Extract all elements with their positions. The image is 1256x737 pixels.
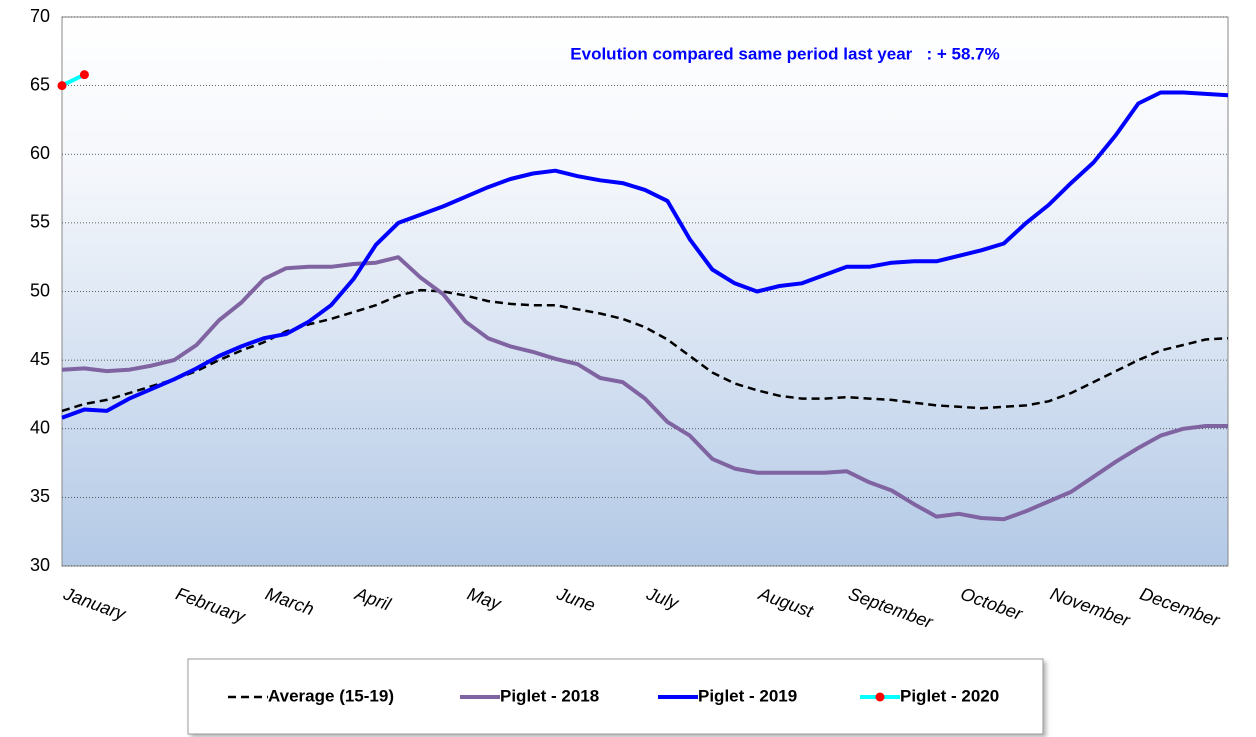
y-tick-label: 35 xyxy=(30,486,50,506)
x-tick-label: February xyxy=(173,583,248,627)
annotation: Evolution compared same period last year… xyxy=(570,44,999,63)
y-tick-label: 70 xyxy=(30,6,50,26)
legend-label: Piglet - 2020 xyxy=(900,686,999,705)
series-line xyxy=(61,90,1229,420)
series-marker xyxy=(79,70,89,80)
x-tick-label: March xyxy=(263,583,317,619)
x-tick-label: June xyxy=(553,583,597,615)
x-tick-label: October xyxy=(958,583,1026,624)
series-marker xyxy=(57,81,67,91)
y-tick-label: 45 xyxy=(30,349,50,369)
x-tick-label: May xyxy=(465,583,505,614)
x-tick-label: December xyxy=(1137,583,1223,631)
y-tick-label: 55 xyxy=(30,212,50,232)
legend-label: Average (15-19) xyxy=(268,686,394,705)
x-tick-label: August xyxy=(755,583,816,622)
legend-marker xyxy=(875,692,885,702)
x-tick-label: April xyxy=(352,583,395,615)
x-tick-label: November xyxy=(1048,583,1134,631)
y-tick-label: 65 xyxy=(30,74,50,94)
y-tick-label: 60 xyxy=(30,143,50,163)
x-tick-label: January xyxy=(60,583,129,624)
y-tick-label: 30 xyxy=(30,555,50,575)
legend-label: Piglet - 2018 xyxy=(500,686,599,705)
series-line xyxy=(61,255,1228,522)
legend-label: Piglet - 2019 xyxy=(698,686,797,705)
y-tick-label: 50 xyxy=(30,280,50,300)
legend-box xyxy=(187,658,1044,735)
x-tick-label: July xyxy=(643,583,682,613)
series-line xyxy=(61,288,1229,413)
x-tick-label: September xyxy=(846,583,937,632)
y-tick-label: 40 xyxy=(30,418,50,438)
